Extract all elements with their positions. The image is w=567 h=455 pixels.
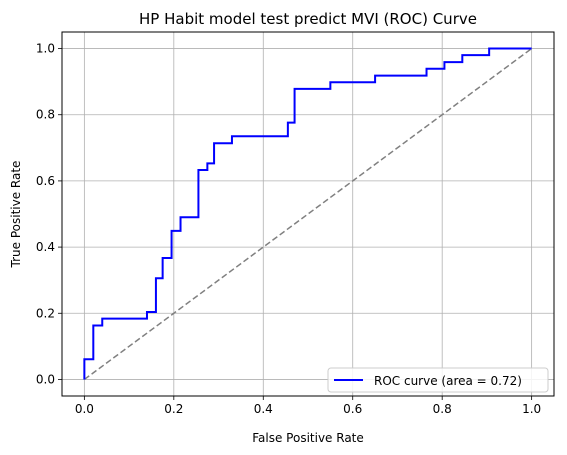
x-tick-label: 0.8 xyxy=(433,402,452,416)
legend-box xyxy=(327,367,549,393)
y-tick-label: 0.6 xyxy=(36,174,55,188)
plot-frame xyxy=(61,31,555,397)
grid xyxy=(62,32,554,396)
legend: ROC curve (area = 0.72) xyxy=(327,367,549,393)
x-tick-label: 0.4 xyxy=(254,402,273,416)
x-tick-label: 0.0 xyxy=(75,402,94,416)
chance-diagonal-line xyxy=(83,47,533,381)
y-tick-label: 1.0 xyxy=(36,42,55,56)
x-tick-label: 0.2 xyxy=(164,402,183,416)
series-layer xyxy=(83,47,533,381)
roc-curve-line xyxy=(83,47,532,380)
ticks: 0.0 0.2 0.4 0.6 0.8 1.0 0.0 0.2 0.4 0.6 0.8 1.0 xyxy=(36,42,541,416)
y-tick-label: 0.2 xyxy=(36,306,55,320)
y-tick-label: 0.8 xyxy=(36,108,55,122)
y-tick-label: 0.4 xyxy=(36,240,55,254)
x-axis-label: False Positive Rate xyxy=(252,431,364,445)
y-tick-label: 0.0 xyxy=(36,372,55,386)
legend-label-roc: ROC curve (area = 0.72) xyxy=(374,374,522,388)
x-tick-label: 0.6 xyxy=(343,402,362,416)
chart-title: HP Habit model test predict MVI (ROC) Cu… xyxy=(139,10,477,28)
x-tick-label: 1.0 xyxy=(522,402,541,416)
y-axis-label: True Positive Rate xyxy=(9,161,23,269)
